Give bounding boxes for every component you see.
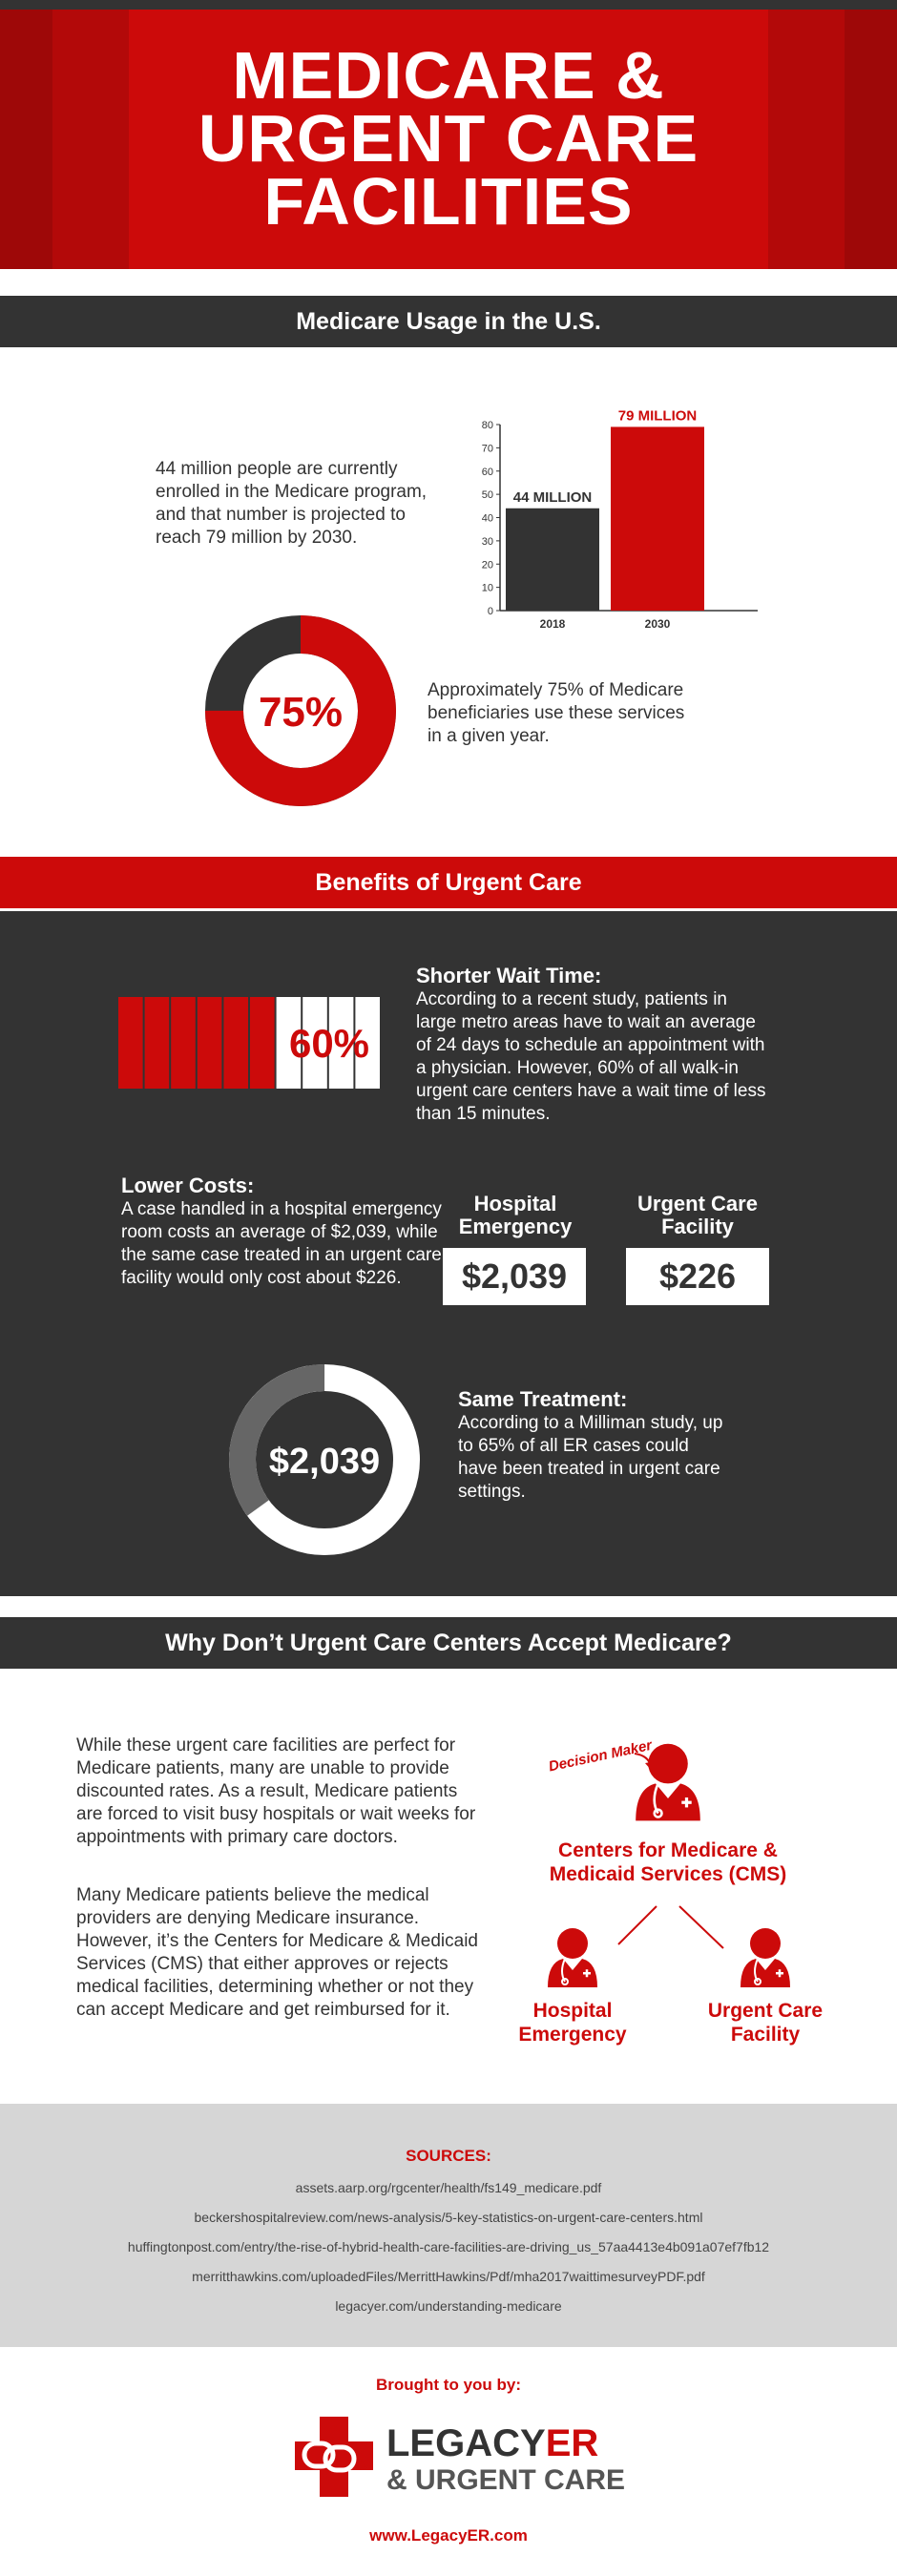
usage-donut-text: Approximately 75% of Medicare beneficiar…: [428, 680, 685, 746]
urgent-doctor-icon: [740, 1927, 791, 1988]
usage-text: 44 million people are currently enrolled…: [156, 459, 428, 548]
y-tick-label: 30: [482, 536, 493, 548]
y-tick-label: 70: [482, 443, 493, 454]
why-paragraph-2: Many Medicare patients believe the medic…: [76, 1885, 478, 2020]
usage-heading: Medicare Usage in the U.S.: [0, 296, 897, 347]
wait-time-bar-grid: 60%: [117, 996, 381, 1090]
bar-2030: [611, 426, 704, 611]
logo-subtitle: & URGENT CARE: [386, 2464, 626, 2496]
source-link[interactable]: assets.aarp.org/rgcenter/health/fs149_me…: [295, 2180, 602, 2195]
why-paragraph-1: While these urgent care facilities are p…: [76, 1735, 476, 1847]
connector-right: [678, 1905, 724, 1949]
wait-text: According to a recent study, patients in…: [416, 989, 766, 1124]
urgent-cost-value: $226: [626, 1248, 769, 1305]
wait-cell-filled: [143, 996, 171, 1090]
logo-er-text: ER: [545, 2422, 599, 2464]
x-tick-label: 2030: [645, 617, 671, 631]
source-link[interactable]: legacyer.com/understanding-medicare: [335, 2298, 562, 2314]
legacy-er-logo[interactable]: LEGACYER & URGENT CARE: [291, 2409, 625, 2504]
cms-label-line-2: Medicaid Services (CMS): [550, 1863, 787, 1885]
header-banner: MEDICARE & URGENT CARE FACILITIES: [0, 10, 897, 269]
page-title: MEDICARE & URGENT CARE FACILITIES: [0, 38, 897, 239]
cms-doctor-icon: [634, 1742, 702, 1822]
logo-wordmark: LEGACYER: [386, 2422, 598, 2465]
y-tick-label: 40: [482, 513, 493, 525]
website-link[interactable]: www.LegacyER.com: [369, 2526, 528, 2545]
costs-title: Lower Costs:: [121, 1174, 255, 1197]
wait-cell-empty: [302, 996, 328, 1090]
cms-decision-diagram: Decision Maker Centers for Medicare & Me…: [518, 1737, 823, 2046]
title-line-3: FACILITIES: [263, 164, 634, 239]
wait-grid-label: 60%: [289, 1021, 369, 1066]
y-tick-label: 20: [482, 559, 493, 571]
treatment-text: According to a Milliman study, up to 65%…: [458, 1413, 723, 1502]
wait-grid-cells: [117, 996, 381, 1090]
why-heading: Why Don’t Urgent Care Centers Accept Med…: [0, 1617, 897, 1669]
hospital-cost-label: Hospital Emergency: [458, 1192, 573, 1238]
wait-cell-empty: [327, 996, 355, 1090]
urgent-label-line-1: Urgent Care: [708, 2000, 823, 2022]
y-tick-label: 60: [482, 467, 493, 478]
y-tick-label: 80: [482, 420, 493, 431]
y-tick-label: 10: [482, 583, 493, 594]
connector-left: [617, 1905, 657, 1945]
y-tick-label: 0: [488, 606, 493, 617]
cross-logo-icon: [295, 2417, 373, 2497]
sources-panel: [0, 2104, 897, 2347]
benefits-heading: Benefits of Urgent Care: [0, 857, 897, 908]
decision-maker-label: Decision Maker: [547, 1737, 654, 1776]
bar-2018: [506, 508, 599, 611]
bar-data-label: 44 MILLION: [513, 489, 593, 506]
wait-cell-filled: [249, 996, 276, 1090]
usage-donut-label: 75%: [259, 689, 343, 736]
hospital-label-line-2: Emergency: [518, 2024, 627, 2046]
usage-donut-arc: [205, 615, 396, 806]
bar-data-label: 79 MILLION: [618, 407, 698, 424]
wait-cell-filled: [196, 996, 223, 1090]
wait-cell-empty: [354, 996, 381, 1090]
spacer: [0, 269, 897, 296]
brought-by-label: Brought to you by:: [375, 2376, 522, 2394]
source-link[interactable]: huffingtonpost.com/entry/the-rise-of-hyb…: [127, 2239, 770, 2254]
cms-label-line-1: Centers for Medicare &: [558, 1839, 778, 1861]
wait-cell-filled: [222, 996, 250, 1090]
treatment-donut-chart: $2,039: [229, 1364, 420, 1556]
y-tick-label: 50: [482, 489, 493, 501]
hospital-doctor-icon: [547, 1927, 598, 1988]
sources-title: SOURCES:: [406, 2147, 491, 2165]
bar-chart-bars: 44 MILLION 2018 79 MILLION 2030: [506, 407, 704, 631]
logo-main-text: LEGACY: [386, 2422, 546, 2464]
title-line-2: URGENT CARE: [198, 101, 699, 176]
hospital-label-line-1: Hospital: [533, 2000, 613, 2022]
wait-cell-filled: [117, 996, 144, 1090]
top-border: [0, 0, 897, 10]
costs-text: A case handled in a hospital emergency r…: [121, 1199, 442, 1288]
treatment-title: Same Treatment:: [458, 1387, 628, 1411]
urgent-cost-label: Urgent Care Facility: [637, 1192, 758, 1238]
header-panel-left-inner: [0, 10, 52, 269]
header-panel-right-inner: [845, 10, 897, 269]
wait-cell-filled: [170, 996, 197, 1090]
hospital-cost-value: $2,039: [443, 1248, 586, 1305]
spacer: [0, 1596, 897, 1617]
wait-title: Shorter Wait Time:: [416, 964, 602, 987]
treatment-donut-label: $2,039: [269, 1442, 380, 1482]
source-link[interactable]: beckershospitalreview.com/news-analysis/…: [194, 2210, 703, 2225]
source-link[interactable]: merritthawkins.com/uploadedFiles/Merritt…: [192, 2269, 705, 2284]
urgent-label-line-2: Facility: [731, 2024, 801, 2046]
usage-donut-chart: 75%: [205, 615, 396, 806]
wait-cell-empty: [275, 996, 302, 1090]
x-tick-label: 2018: [540, 617, 566, 631]
title-line-1: MEDICARE &: [232, 38, 665, 113]
